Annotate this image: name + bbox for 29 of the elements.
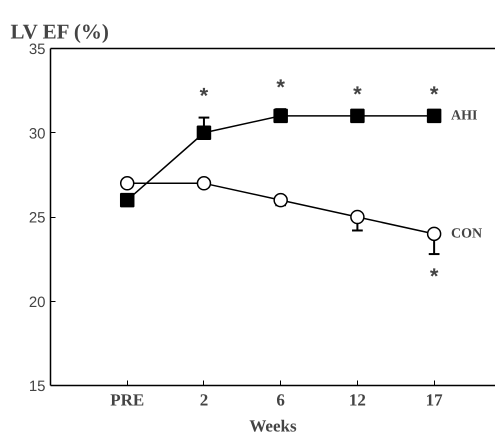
point	[350, 210, 365, 224]
point	[196, 176, 212, 191]
series-label: CON	[451, 226, 482, 242]
y-tick-label: 35	[28, 41, 46, 58]
point	[350, 108, 365, 124]
y-tick-label: 25	[28, 210, 46, 226]
point	[273, 192, 288, 208]
x-tick-label: 2	[200, 390, 208, 410]
annotation: *	[430, 264, 439, 289]
series-label: AHI	[451, 108, 478, 124]
point	[273, 108, 288, 124]
point	[196, 126, 212, 140]
annotation: *	[430, 81, 439, 106]
y-tick-label: 20	[28, 294, 46, 311]
x-tick-label: PRE	[110, 390, 144, 410]
chart-title: LV EF (%)	[10, 20, 109, 44]
point	[426, 226, 442, 242]
y-tick-label: 15	[28, 378, 46, 395]
x-tick-label: 17	[426, 390, 444, 410]
x-axis-title: Weeks	[249, 416, 297, 436]
y-tick-label: 30	[28, 125, 46, 142]
x-tick-label: 12	[348, 390, 366, 410]
point	[426, 108, 442, 124]
annotation: *	[200, 83, 209, 108]
x-tick-label: 6	[276, 390, 285, 410]
annotation: *	[353, 81, 362, 106]
point	[120, 176, 134, 191]
annotation: *	[276, 74, 286, 100]
point	[120, 192, 134, 208]
